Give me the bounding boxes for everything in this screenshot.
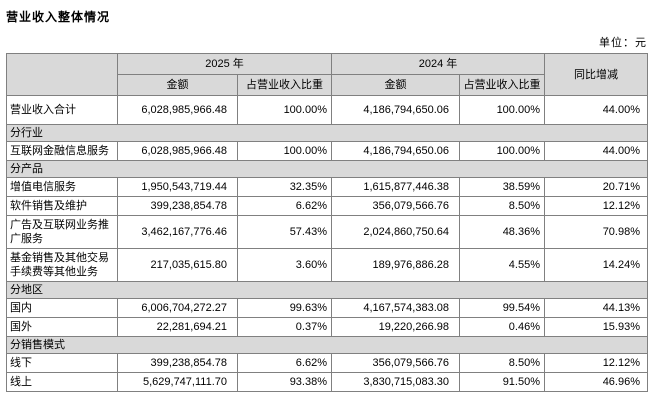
- amount-2024: 4,167,574,383.08: [331, 298, 460, 318]
- table-row: 基金销售及其他交易手续费等其他业务 217,035,615.80 3.60% 189,…: [6, 248, 648, 282]
- amount-2025: 1,950,543,719.44: [117, 177, 238, 197]
- table-row: 软件销售及维护 399,238,854.78 6.62% 356,079,566.76…: [6, 196, 648, 216]
- amount-2025: 22,281,694.21: [117, 317, 238, 337]
- header-year-2025: 2025 年: [117, 53, 332, 75]
- proportion-2024: 4.55%: [459, 248, 545, 282]
- header-proportion-2025: 占营业收入比重: [237, 74, 332, 96]
- table-row: 国外 22,281,694.21 0.37% 19,220,266.98 0.46% 15…: [6, 317, 648, 337]
- header-empty-cell: [6, 53, 118, 96]
- amount-2024: 4,186,794,650.06: [331, 141, 460, 161]
- row-label: 增值电信服务: [6, 177, 118, 197]
- table-body: 营业收入合计 6,028,985,966.48 100.00% 4,186,794,6…: [6, 95, 648, 392]
- amount-2025: 6,028,985,966.48: [117, 95, 238, 125]
- proportion-2024: 91.50%: [459, 372, 545, 392]
- row-label: 软件销售及维护: [6, 196, 118, 216]
- section-row: 分产品: [6, 160, 648, 178]
- amount-2025: 217,035,615.80: [117, 248, 238, 282]
- table-row: 营业收入合计 6,028,985,966.48 100.00% 4,186,794,6…: [6, 95, 648, 125]
- amount-2025: 3,462,167,776.46: [117, 215, 238, 249]
- row-label: 互联网金融信息服务: [6, 141, 118, 161]
- table-row: 广告及互联网业务推广服务 3,462,167,776.46 57.43% 2,024,…: [6, 215, 648, 249]
- proportion-2024: 0.46%: [459, 317, 545, 337]
- proportion-2025: 99.63%: [237, 298, 332, 318]
- amount-2024: 4,186,794,650.06: [331, 95, 460, 125]
- row-label: 线上: [6, 372, 118, 392]
- proportion-2025: 6.62%: [237, 353, 332, 373]
- table-row: 线下 399,238,854.78 6.62% 356,079,566.76 8.50%…: [6, 353, 648, 373]
- proportion-2025: 6.62%: [237, 196, 332, 216]
- proportion-2025: 93.38%: [237, 372, 332, 392]
- proportion-2025: 32.35%: [237, 177, 332, 197]
- section-label: 分销售模式: [6, 336, 648, 354]
- header-row-metrics: 金额 占营业收入比重 金额 占营业收入比重: [7, 74, 648, 96]
- proportion-2025: 100.00%: [237, 141, 332, 161]
- yoy-change: 70.98%: [544, 215, 648, 249]
- proportion-2024: 100.00%: [459, 95, 545, 125]
- table-row: 增值电信服务 1,950,543,719.44 32.35% 1,615,877,44…: [6, 177, 648, 197]
- row-label: 基金销售及其他交易手续费等其他业务: [6, 248, 118, 282]
- report-page: 营业收入整体情况 单位：元 2025 年 2024 年 同比增减 金额 占营业收…: [6, 8, 648, 392]
- section-row: 分行业: [6, 124, 648, 142]
- proportion-2025: 100.00%: [237, 95, 332, 125]
- row-label: 营业收入合计: [6, 95, 118, 125]
- amount-2024: 1,615,877,446.38: [331, 177, 460, 197]
- header-yoy-change: 同比增减: [544, 53, 648, 96]
- unit-label: 单位：元: [599, 37, 647, 49]
- row-label: 线下: [6, 353, 118, 373]
- proportion-2024: 48.36%: [459, 215, 545, 249]
- yoy-change: 12.12%: [544, 353, 648, 373]
- header-proportion-2024: 占营业收入比重: [459, 74, 545, 96]
- yoy-change: 46.96%: [544, 372, 648, 392]
- proportion-2024: 8.50%: [459, 353, 545, 373]
- amount-2024: 2,024,860,750.64: [331, 215, 460, 249]
- section-row: 分地区: [6, 281, 648, 299]
- amount-2024: 19,220,266.98: [331, 317, 460, 337]
- table-row: 国内 6,006,704,272.27 99.63% 4,167,574,383.08…: [6, 298, 648, 318]
- revenue-table: 2025 年 2024 年 同比增减 金额 占营业收入比重 金额 占营业收入比重…: [6, 53, 648, 392]
- yoy-change: 44.13%: [544, 298, 648, 318]
- header-year-2024: 2024 年: [331, 53, 545, 75]
- section-label: 分地区: [6, 281, 648, 299]
- section-label: 分行业: [6, 124, 648, 142]
- yoy-change: 20.71%: [544, 177, 648, 197]
- row-label: 广告及互联网业务推广服务: [6, 215, 118, 249]
- header-amount-2025: 金额: [117, 74, 238, 96]
- amount-2025: 6,006,704,272.27: [117, 298, 238, 318]
- proportion-2025: 57.43%: [237, 215, 332, 249]
- yoy-change: 44.00%: [544, 141, 648, 161]
- yoy-change: 12.12%: [544, 196, 648, 216]
- header-amount-2024: 金额: [331, 74, 460, 96]
- amount-2025: 399,238,854.78: [117, 196, 238, 216]
- amount-2024: 3,830,715,083.30: [331, 372, 460, 392]
- amount-2025: 6,028,985,966.48: [117, 141, 238, 161]
- amount-2024: 356,079,566.76: [331, 196, 460, 216]
- section-label: 分产品: [6, 160, 648, 178]
- proportion-2025: 0.37%: [237, 317, 332, 337]
- row-label: 国内: [6, 298, 118, 318]
- yoy-change: 44.00%: [544, 95, 648, 125]
- proportion-2024: 100.00%: [459, 141, 545, 161]
- page-title: 营业收入整体情况: [6, 10, 111, 24]
- amount-2024: 189,976,886.28: [331, 248, 460, 282]
- table-row: 互联网金融信息服务 6,028,985,966.48 100.00% 4,186,79…: [6, 141, 648, 161]
- section-row: 分销售模式: [6, 336, 648, 354]
- table-header: 2025 年 2024 年 同比增减 金额 占营业收入比重 金额 占营业收入比重: [6, 53, 648, 96]
- amount-2025: 399,238,854.78: [117, 353, 238, 373]
- row-label: 国外: [6, 317, 118, 337]
- amount-2024: 356,079,566.76: [331, 353, 460, 373]
- yoy-change: 14.24%: [544, 248, 648, 282]
- table-row: 线上 5,629,747,111.70 93.38% 3,830,715,083.30…: [6, 372, 648, 392]
- proportion-2024: 8.50%: [459, 196, 545, 216]
- proportion-2024: 99.54%: [459, 298, 545, 318]
- header-row-years: 2025 年 2024 年 同比增减: [6, 53, 648, 96]
- yoy-change: 15.93%: [544, 317, 648, 337]
- amount-2025: 5,629,747,111.70: [117, 372, 238, 392]
- proportion-2025: 3.60%: [237, 248, 332, 282]
- proportion-2024: 38.59%: [459, 177, 545, 197]
